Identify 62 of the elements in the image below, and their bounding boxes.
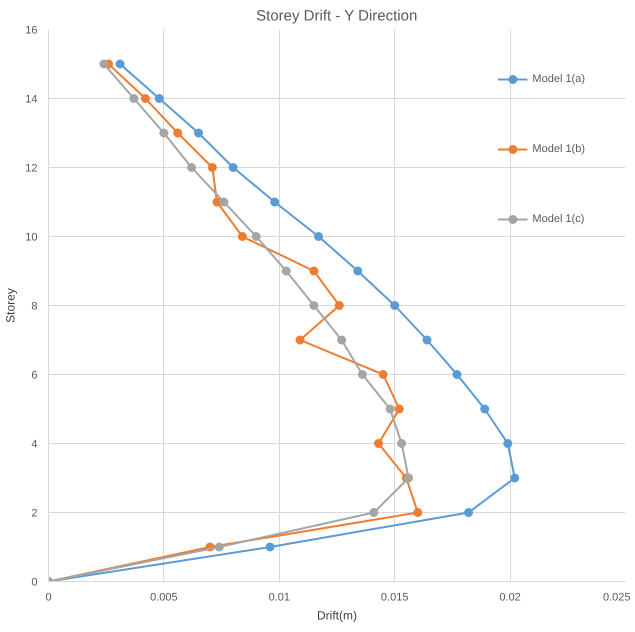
y-tick-label: 6 <box>31 370 38 382</box>
point <box>214 542 224 552</box>
point <box>309 301 318 310</box>
point <box>194 128 204 138</box>
point <box>510 474 520 482</box>
point <box>129 94 138 103</box>
point <box>334 301 344 310</box>
x-tick-label: 0.025 <box>602 592 631 604</box>
point <box>252 232 261 241</box>
point <box>337 336 346 344</box>
x-tick-label: 0.005 <box>150 592 178 604</box>
legend-label: Model 1(a) <box>532 73 585 85</box>
x-tick-label: 0.02 <box>499 592 521 604</box>
x-tick-label: 0.015 <box>380 592 408 604</box>
y-tick-label: 12 <box>25 162 38 174</box>
point <box>404 474 414 482</box>
point <box>358 370 367 379</box>
y-tick-label: 14 <box>25 94 38 106</box>
point <box>374 439 384 448</box>
point <box>154 94 164 103</box>
point <box>99 60 108 68</box>
point <box>394 404 404 414</box>
point <box>116 60 125 68</box>
point <box>390 301 400 310</box>
point <box>270 198 280 206</box>
point <box>413 508 422 517</box>
point <box>369 508 378 517</box>
point <box>228 163 238 172</box>
y-tick-label: 16 <box>25 24 38 36</box>
point <box>140 94 150 103</box>
y-tick-label: 4 <box>31 438 38 450</box>
point <box>187 163 196 172</box>
point <box>378 370 388 379</box>
point <box>386 404 395 414</box>
point <box>452 370 462 379</box>
legend-label: Model 1(c) <box>532 213 584 225</box>
x-tick-label: 0 <box>45 592 52 604</box>
x-tick-label: 0.01 <box>268 592 290 604</box>
point <box>296 336 305 344</box>
y-tick-label: 10 <box>25 232 38 244</box>
point <box>314 232 324 241</box>
point <box>282 266 291 276</box>
legend-label: Model 1(b) <box>532 143 585 155</box>
point <box>266 542 275 552</box>
y-axis-title: Storey <box>3 288 18 323</box>
point <box>464 508 474 517</box>
y-tick-label: 2 <box>31 508 38 520</box>
point <box>173 128 182 138</box>
point <box>238 232 247 241</box>
chart-title: Storey Drift - Y Direction <box>256 8 418 24</box>
point <box>480 404 490 414</box>
point <box>353 266 362 276</box>
point <box>159 128 168 138</box>
x-axis-title: Drift(m) <box>317 608 357 622</box>
y-tick-label: 0 <box>31 576 38 588</box>
point <box>309 266 318 276</box>
point <box>503 439 512 448</box>
point <box>397 439 406 448</box>
point <box>422 336 432 344</box>
point <box>219 198 228 206</box>
y-tick-label: 8 <box>31 300 38 312</box>
point <box>208 163 217 172</box>
